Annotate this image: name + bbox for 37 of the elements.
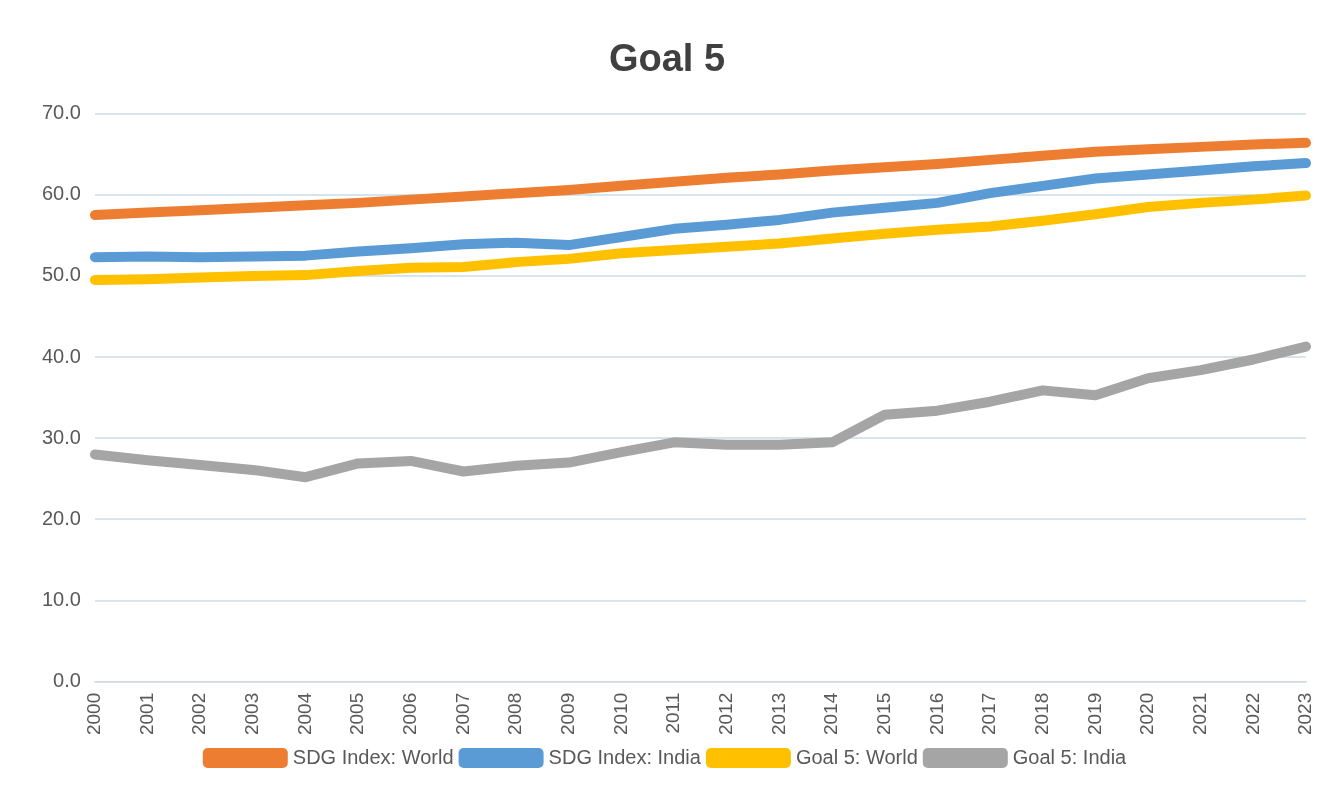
x-tick-label: 2002: [188, 692, 210, 736]
y-tick-label: 50.0: [41, 263, 81, 286]
x-tick-label: 2000: [83, 692, 105, 736]
legend-label: Goal 5: India: [1012, 745, 1128, 768]
x-tick-label: 2015: [872, 692, 894, 736]
x-tick-label: 2009: [557, 692, 579, 736]
legend-label: SDG Index: India: [548, 745, 702, 768]
y-tick-label: 30.0: [41, 425, 81, 448]
legend-label: SDG Index: World: [292, 745, 454, 768]
x-tick-label: 2001: [135, 692, 157, 736]
x-tick-label: 2020: [1136, 692, 1158, 736]
legend-label: Goal 5: World: [795, 745, 918, 768]
x-tick-label: 2011: [662, 692, 684, 734]
y-tick-label: 0.0: [53, 669, 81, 692]
x-tick-label: 2012: [715, 692, 737, 736]
x-tick-label: 2018: [1030, 692, 1052, 736]
y-tick-label: 40.0: [41, 344, 81, 367]
x-tick-label: 2023: [1294, 692, 1316, 736]
x-tick-label: 2022: [1241, 692, 1263, 736]
x-tick-label: 2006: [399, 692, 421, 736]
y-tick-label: 70.0: [41, 101, 81, 124]
x-tick-label: 2005: [346, 692, 368, 736]
y-tick-label: 20.0: [41, 506, 81, 529]
x-tick-label: 2008: [504, 692, 526, 736]
chart-title: Goal 5: [608, 37, 726, 80]
x-tick-label: 2019: [1083, 692, 1105, 736]
x-tick-label: 2014: [820, 692, 842, 736]
x-tick-label: 2016: [925, 692, 947, 736]
x-tick-label: 2021: [1188, 692, 1210, 736]
y-tick-label: 10.0: [41, 588, 81, 611]
y-tick-label: 60.0: [41, 182, 81, 205]
x-tick-label: 2007: [451, 692, 473, 736]
x-tick-label: 2003: [241, 692, 263, 736]
x-tick-label: 2010: [609, 692, 631, 736]
x-tick-label: 2004: [293, 692, 315, 736]
x-tick-label: 2017: [978, 692, 1000, 736]
x-tick-label: 2013: [767, 692, 789, 736]
